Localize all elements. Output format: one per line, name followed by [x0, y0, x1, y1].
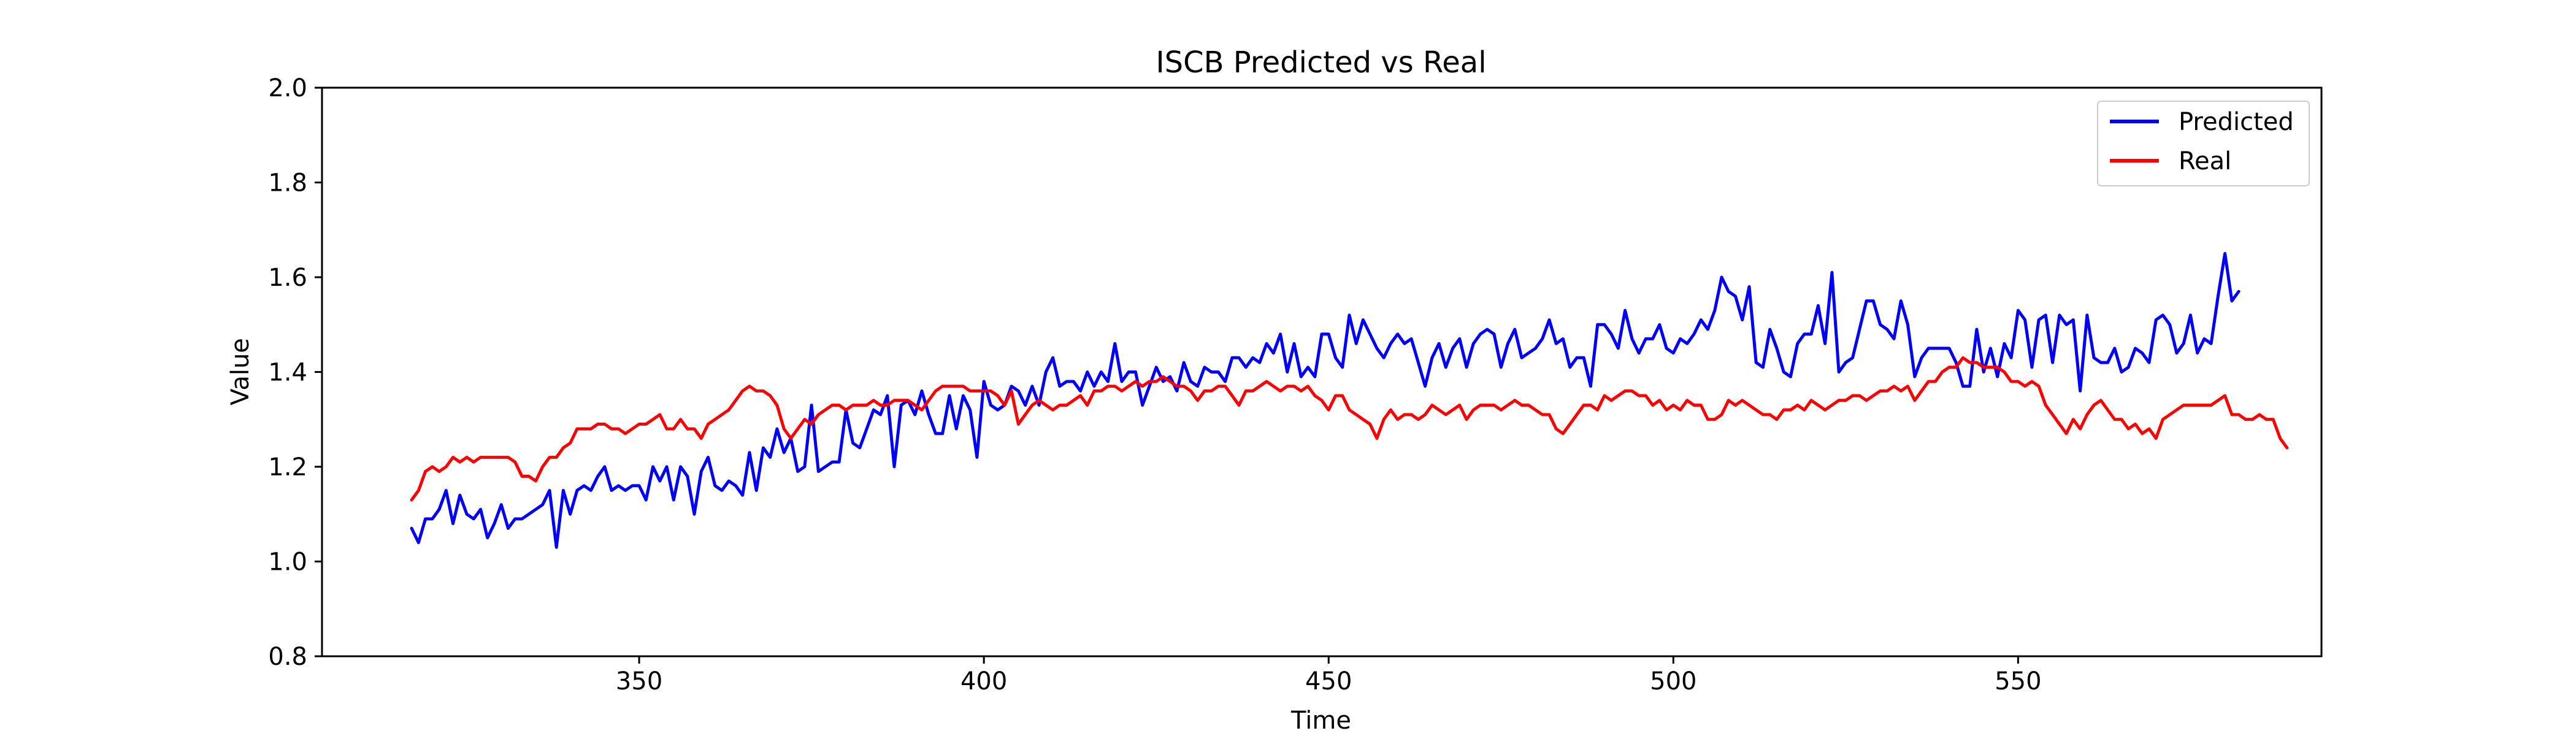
y-tick-label: 0.8 [268, 643, 307, 671]
y-axis: 0.8 1.0 1.2 1.4 1.6 1.8 2.0 [268, 74, 322, 671]
x-tick-label: 550 [1995, 667, 2041, 696]
x-tick-label: 500 [1650, 667, 1696, 696]
y-tick-label: 1.6 [268, 264, 307, 292]
y-tick-label: 1.8 [268, 169, 307, 197]
y-axis-label: Value [226, 338, 255, 405]
x-axis-label: Time [1290, 707, 1351, 735]
y-tick-label: 1.4 [268, 359, 307, 387]
legend-label-predicted: Predicted [2179, 108, 2294, 136]
series-line-predicted [410, 251, 2241, 549]
y-tick-label: 1.0 [268, 548, 307, 577]
series-lines [410, 251, 2289, 549]
series-line-real [410, 356, 2289, 502]
x-tick-label: 400 [960, 667, 1007, 696]
chart-title: ISCB Predicted vs Real [1156, 45, 1486, 80]
legend-label-real: Real [2179, 147, 2231, 175]
x-tick-label: 450 [1305, 667, 1352, 696]
y-tick-label: 1.2 [268, 453, 307, 481]
x-tick-label: 350 [616, 667, 662, 696]
y-tick-label: 2.0 [268, 74, 307, 102]
x-axis: 350 400 450 500 550 [616, 656, 2042, 696]
legend: Predicted Real [2097, 101, 2310, 186]
